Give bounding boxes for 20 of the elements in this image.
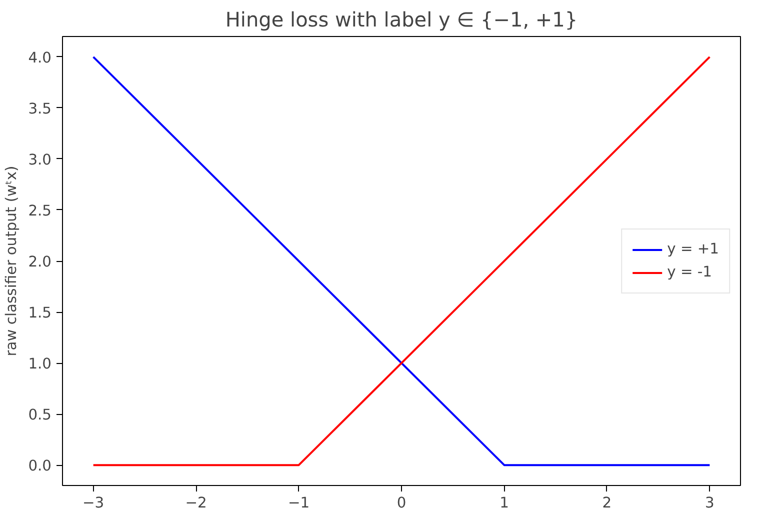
y-tick-label: 3.0 <box>28 151 52 168</box>
y-tick-label: 1.5 <box>28 304 52 322</box>
y-tick-label: 0.5 <box>28 406 52 424</box>
x-tick-label: 3 <box>705 494 714 512</box>
y-tick-label: 0.0 <box>28 458 52 475</box>
x-tick-label: −1 <box>288 494 310 512</box>
y-tick-label: 1.0 <box>28 356 52 373</box>
x-tick-label: 1 <box>500 494 509 512</box>
x-tick-label: 0 <box>396 494 406 512</box>
y-axis-title: raw classifier output (wᵗx) <box>3 166 20 356</box>
chart-title: Hinge loss with label y ∈ {−1, +1} <box>225 8 578 32</box>
legend-label: y = +1 <box>667 240 719 258</box>
y-tick-label: 2.0 <box>28 254 52 270</box>
x-tick-label: −3 <box>82 494 104 512</box>
legend-label: y = -1 <box>667 264 712 280</box>
y-tick-label: 4.0 <box>28 49 52 66</box>
y-tick-label: 3.5 <box>28 100 52 118</box>
x-tick-label: 2 <box>602 494 612 512</box>
x-tick-label: −2 <box>185 494 207 512</box>
y-tick-label: 2.5 <box>28 202 52 220</box>
